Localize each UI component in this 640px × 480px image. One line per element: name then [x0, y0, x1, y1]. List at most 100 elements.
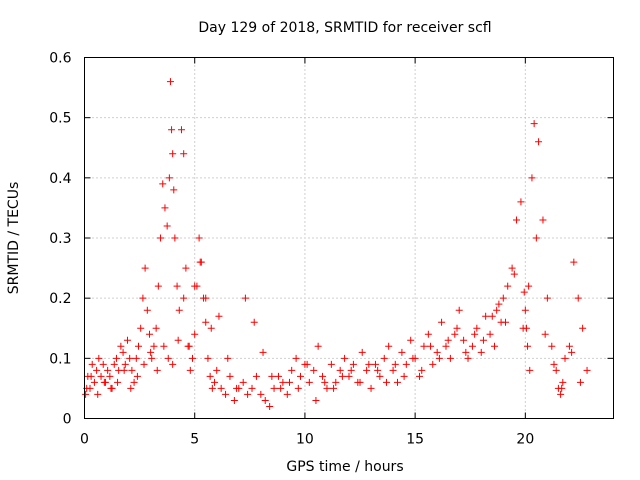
data-point [407, 336, 415, 344]
data-point [93, 366, 101, 374]
data-point [435, 354, 443, 362]
data-point [539, 216, 547, 224]
data-point [559, 378, 567, 386]
data-point [182, 264, 190, 272]
data-point [139, 294, 147, 302]
data-point [371, 360, 379, 368]
data-point [471, 330, 479, 338]
data-point [356, 378, 364, 386]
data-point [157, 234, 165, 242]
data-point [433, 348, 441, 356]
data-point [168, 126, 176, 134]
data-point [161, 204, 169, 212]
data-point [490, 342, 498, 350]
data-point [166, 78, 174, 86]
x-axis-label: GPS time / hours [286, 459, 403, 475]
data-point [543, 294, 551, 302]
data-point [305, 378, 313, 386]
data-point [174, 336, 182, 344]
data-point [508, 264, 516, 272]
data-point [82, 390, 90, 398]
data-point [160, 342, 168, 350]
data-point [327, 360, 335, 368]
data-point [185, 342, 193, 350]
data-point [110, 360, 118, 368]
data-point [565, 342, 573, 350]
data-point [312, 396, 320, 404]
data-point [541, 330, 549, 338]
data-point [482, 312, 490, 320]
data-point [530, 120, 538, 128]
data-point [548, 342, 556, 350]
data-point [525, 282, 533, 290]
data-point [177, 126, 185, 134]
data-point [517, 198, 525, 206]
data-point [248, 384, 256, 392]
data-point [444, 336, 452, 344]
data-point [579, 324, 587, 332]
data-point [398, 348, 406, 356]
data-point [148, 354, 156, 362]
data-point [330, 384, 338, 392]
data-point [169, 360, 177, 368]
x-tick-label: 20 [516, 432, 534, 448]
data-point [283, 390, 291, 398]
data-point [279, 378, 287, 386]
data-point [173, 282, 181, 290]
data-point [574, 294, 582, 302]
data-point [519, 324, 527, 332]
data-point [382, 378, 390, 386]
data-point [107, 384, 115, 392]
data-point [310, 366, 318, 374]
data-point [99, 360, 107, 368]
data-point [526, 366, 534, 374]
data-point [126, 354, 134, 362]
data-point [363, 366, 371, 374]
data-point [367, 384, 375, 392]
y-tick-label: 0.5 [49, 111, 71, 127]
data-point [189, 354, 197, 362]
data-point [323, 384, 331, 392]
data-point [285, 378, 293, 386]
data-point [268, 372, 276, 380]
chart-title: Day 129 of 2018, SRMTID for receiver scf… [198, 20, 491, 36]
data-point [133, 372, 141, 380]
data-point [95, 354, 103, 362]
data-point [453, 324, 461, 332]
data-point [170, 186, 178, 194]
data-point [123, 336, 131, 344]
data-point [121, 360, 129, 368]
y-tick-label: 0.4 [49, 171, 71, 187]
data-point [180, 294, 188, 302]
data-point [495, 300, 503, 308]
data-point [488, 312, 496, 320]
data-point [130, 378, 138, 386]
data-point [479, 336, 487, 344]
data-point [550, 360, 558, 368]
data-point [239, 378, 247, 386]
data-point [583, 366, 591, 374]
data-point [171, 234, 179, 242]
data-point [418, 366, 426, 374]
data-point [106, 372, 114, 380]
ticks: 0 0.1 0.2 0.3 0.4 0.5 0.6 0 5 10 15 20 [49, 51, 614, 448]
data-point [87, 372, 95, 380]
data-point [261, 396, 269, 404]
data-point [143, 306, 151, 314]
data-point [112, 354, 120, 362]
data-point [132, 354, 140, 362]
data-point [558, 384, 566, 392]
data-point [252, 372, 260, 380]
x-tick-label: 15 [406, 432, 424, 448]
data-point [153, 366, 161, 374]
data-point [570, 258, 578, 266]
data-point [169, 150, 177, 158]
data-point [241, 294, 249, 302]
data-point [473, 324, 481, 332]
data-point [347, 366, 355, 374]
data-point [215, 312, 223, 320]
data-point [128, 366, 136, 374]
data-point [204, 354, 212, 362]
data-point [152, 324, 160, 332]
